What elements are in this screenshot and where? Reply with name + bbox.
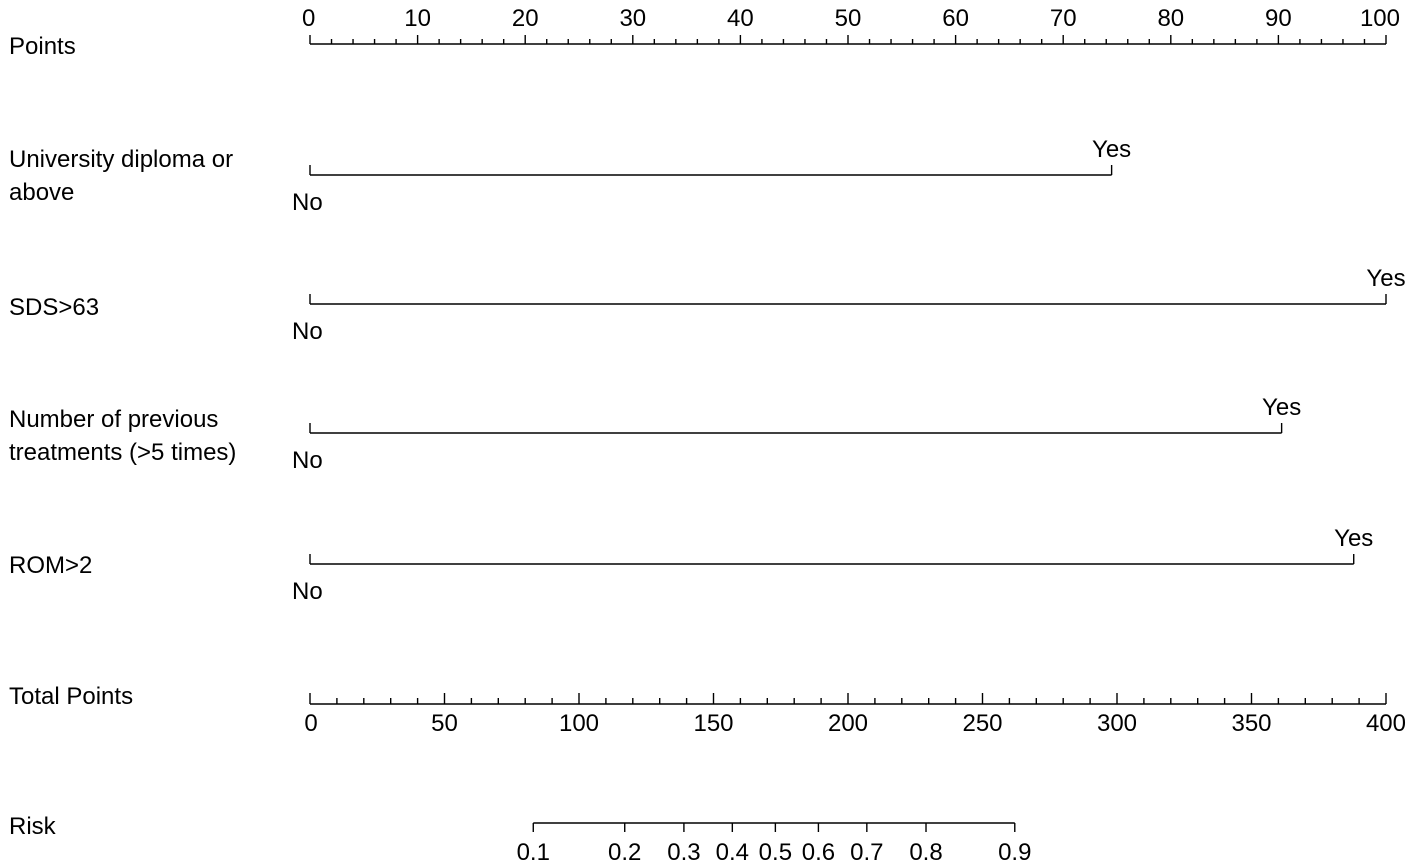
risk-scale-axis: 0.1 0.2 0.3 0.4 0.5 0.6 0.7 0.8 0.9 [517,822,1031,866]
risk-row-label: Risk [9,813,57,840]
variable-label-university-line2: above [9,179,74,206]
risk-tick-label: 0.1 [517,839,550,866]
total-points-tick-label: 0 [304,710,317,737]
risk-tick-label: 0.8 [909,839,942,866]
points-tick-label: 50 [835,5,862,32]
risk-tick-label: 0.4 [716,839,749,866]
variable-label-treatments-line1: Number of previous [9,406,218,433]
risk-tick-label: 0.2 [608,839,641,866]
total-points-row-label: Total Points [9,683,133,710]
points-tick-label: 0 [302,5,315,32]
total-points-tick-label: 400 [1366,710,1406,737]
points-tick-label: 10 [404,5,431,32]
total-points-tick-label: 300 [1097,710,1137,737]
total-points-tick-label: 100 [559,710,599,737]
total-points-tick-label: 150 [693,710,733,737]
points-tick-label: 100 [1360,5,1400,32]
level-label-yes: Yes [1334,525,1373,552]
total-points-tick-label: 250 [962,710,1002,737]
total-points-scale-axis: 0 50 100 150 200 250 300 350 400 [304,693,1406,737]
points-scale-axis: 0 10 20 30 40 50 60 70 80 90 100 [302,5,1400,45]
points-row-label: Points [9,33,76,60]
points-tick-label: 90 [1265,5,1292,32]
variable-label-rom: ROM>2 [9,552,92,579]
risk-tick-label: 0.9 [998,839,1031,866]
variable-lines: No Yes No Yes No Yes No Yes [292,136,1406,605]
points-tick-label: 70 [1050,5,1077,32]
level-label-yes: Yes [1262,394,1301,421]
risk-tick-label: 0.6 [802,839,835,866]
variable-label-treatments-line2: treatments (>5 times) [9,439,236,466]
level-label-no: No [292,578,323,605]
risk-tick-label: 0.5 [759,839,792,866]
level-label-no: No [292,318,323,345]
level-label-no: No [292,189,323,216]
points-tick-label: 60 [942,5,969,32]
variable-label-university-line1: University diploma or [9,146,233,173]
total-points-tick-label: 200 [828,710,868,737]
level-label-no: No [292,447,323,474]
total-points-tick-label: 50 [431,710,458,737]
points-tick-label: 40 [727,5,754,32]
points-tick-label: 30 [619,5,646,32]
risk-tick-label: 0.7 [850,839,883,866]
level-label-yes: Yes [1092,136,1131,163]
points-tick-label: 80 [1157,5,1184,32]
risk-tick-label: 0.3 [667,839,700,866]
points-tick-label: 20 [512,5,539,32]
variable-label-sds: SDS>63 [9,294,99,321]
level-label-yes: Yes [1366,265,1405,292]
total-points-tick-label: 350 [1231,710,1271,737]
